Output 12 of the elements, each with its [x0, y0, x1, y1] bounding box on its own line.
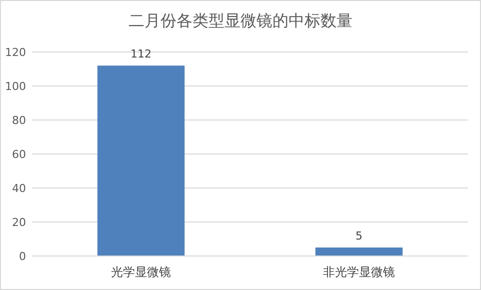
x-tick-label: 光学显微镜 — [111, 265, 171, 279]
chart-title: 二月份各类型显微镜的中标数量 — [128, 11, 352, 30]
y-tick-label: 40 — [12, 182, 26, 195]
y-tick-label: 20 — [12, 216, 26, 229]
data-label: 112 — [130, 48, 152, 61]
y-tick-label: 0 — [19, 250, 26, 263]
y-tick-label: 60 — [12, 148, 26, 161]
x-tick-label: 非光学显微镜 — [323, 265, 395, 279]
y-tick-label: 120 — [5, 46, 26, 59]
data-label: 5 — [356, 230, 362, 242]
y-tick-label: 100 — [5, 80, 26, 93]
y-tick-label: 80 — [12, 114, 26, 127]
